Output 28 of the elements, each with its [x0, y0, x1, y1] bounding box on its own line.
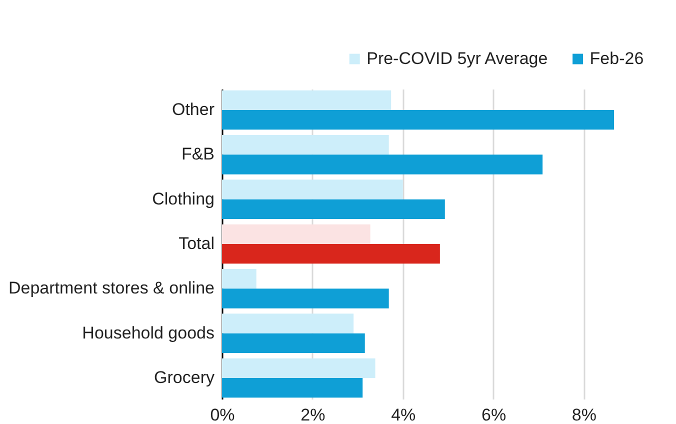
bar — [222, 378, 363, 398]
y-tick-label: Household goods — [82, 323, 214, 342]
bar — [222, 199, 445, 219]
bar — [222, 135, 389, 155]
x-tick-label: 0% — [210, 406, 235, 424]
bar — [222, 333, 365, 353]
bar — [222, 180, 403, 200]
y-tick-label: F&B — [181, 144, 214, 164]
y-tick-label: Clothing — [152, 189, 214, 208]
bar — [222, 288, 389, 308]
bar — [222, 269, 256, 289]
x-tick-label: 4% — [391, 406, 416, 424]
x-tick-label: 2% — [300, 406, 326, 424]
legend-label: Feb-26 — [590, 49, 644, 68]
y-tick-label: Total — [178, 234, 214, 253]
bar — [222, 224, 370, 244]
legend-label: Pre-COVID 5yr Average — [366, 49, 548, 68]
y-tick-label: Other — [172, 100, 215, 119]
y-tick-label: Grocery — [154, 368, 215, 388]
bar — [222, 90, 392, 110]
bar — [222, 154, 543, 174]
x-tick-label: 8% — [572, 406, 596, 424]
bar — [222, 358, 376, 378]
bar — [222, 244, 440, 264]
bar — [222, 110, 614, 130]
y-tick-label: Department stores & online — [8, 278, 214, 298]
x-tick-label: 6% — [481, 406, 506, 424]
bar — [222, 314, 354, 334]
